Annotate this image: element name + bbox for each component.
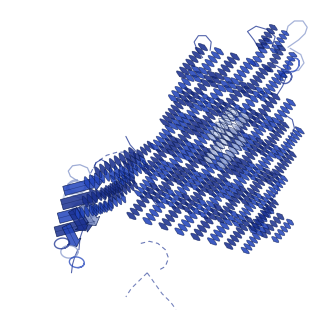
Polygon shape: [241, 223, 269, 254]
Polygon shape: [204, 130, 234, 164]
Polygon shape: [118, 161, 149, 186]
Polygon shape: [214, 132, 251, 172]
Polygon shape: [248, 198, 278, 232]
Polygon shape: [213, 109, 239, 138]
Polygon shape: [207, 107, 237, 140]
Polygon shape: [176, 44, 208, 78]
Polygon shape: [274, 127, 304, 161]
Polygon shape: [260, 213, 284, 238]
Polygon shape: [249, 93, 280, 128]
Polygon shape: [256, 24, 277, 49]
Polygon shape: [143, 188, 175, 225]
Polygon shape: [60, 188, 101, 210]
Polygon shape: [248, 144, 281, 181]
Polygon shape: [198, 180, 233, 219]
Polygon shape: [108, 180, 138, 202]
Polygon shape: [84, 164, 125, 188]
Polygon shape: [168, 66, 201, 102]
Polygon shape: [174, 145, 210, 186]
Polygon shape: [232, 87, 265, 123]
Polygon shape: [270, 30, 289, 53]
Polygon shape: [265, 45, 286, 72]
Polygon shape: [198, 126, 235, 167]
Polygon shape: [207, 210, 238, 245]
Polygon shape: [249, 207, 274, 234]
Polygon shape: [92, 193, 126, 216]
Polygon shape: [256, 174, 288, 210]
Polygon shape: [110, 155, 146, 185]
Polygon shape: [191, 204, 223, 241]
Polygon shape: [257, 121, 289, 156]
Polygon shape: [220, 112, 250, 146]
Polygon shape: [68, 207, 89, 231]
Polygon shape: [182, 175, 217, 213]
Polygon shape: [79, 202, 100, 226]
Polygon shape: [75, 200, 112, 220]
Polygon shape: [250, 38, 273, 67]
Polygon shape: [62, 224, 81, 246]
Polygon shape: [127, 183, 159, 220]
Polygon shape: [216, 82, 249, 118]
Polygon shape: [241, 64, 271, 98]
Polygon shape: [208, 103, 242, 142]
Polygon shape: [159, 194, 191, 230]
Polygon shape: [239, 168, 273, 205]
Polygon shape: [182, 121, 219, 162]
Polygon shape: [134, 159, 169, 198]
Polygon shape: [215, 186, 248, 223]
Polygon shape: [258, 70, 286, 102]
Polygon shape: [224, 108, 258, 148]
Polygon shape: [166, 116, 203, 157]
Polygon shape: [160, 88, 194, 126]
Polygon shape: [63, 175, 103, 196]
Polygon shape: [166, 169, 201, 208]
Polygon shape: [200, 76, 233, 113]
Polygon shape: [266, 99, 295, 132]
Polygon shape: [54, 216, 95, 237]
Polygon shape: [190, 151, 226, 191]
Polygon shape: [150, 111, 187, 152]
Polygon shape: [231, 138, 266, 177]
Polygon shape: [150, 164, 185, 203]
Polygon shape: [222, 162, 258, 201]
Polygon shape: [192, 48, 224, 83]
Polygon shape: [142, 135, 178, 176]
Polygon shape: [279, 52, 297, 78]
Polygon shape: [208, 53, 240, 88]
Polygon shape: [217, 135, 246, 169]
Polygon shape: [123, 141, 155, 170]
Polygon shape: [57, 202, 98, 223]
Polygon shape: [192, 98, 226, 137]
Polygon shape: [232, 192, 263, 228]
Polygon shape: [272, 219, 294, 243]
Polygon shape: [224, 58, 256, 93]
Polygon shape: [82, 181, 120, 207]
Polygon shape: [176, 93, 210, 132]
Polygon shape: [206, 156, 242, 197]
Polygon shape: [175, 199, 207, 236]
Polygon shape: [100, 173, 135, 200]
Polygon shape: [95, 148, 136, 178]
Polygon shape: [184, 71, 217, 108]
Polygon shape: [224, 216, 254, 250]
Polygon shape: [265, 150, 296, 186]
Polygon shape: [158, 140, 194, 181]
Polygon shape: [240, 115, 274, 152]
